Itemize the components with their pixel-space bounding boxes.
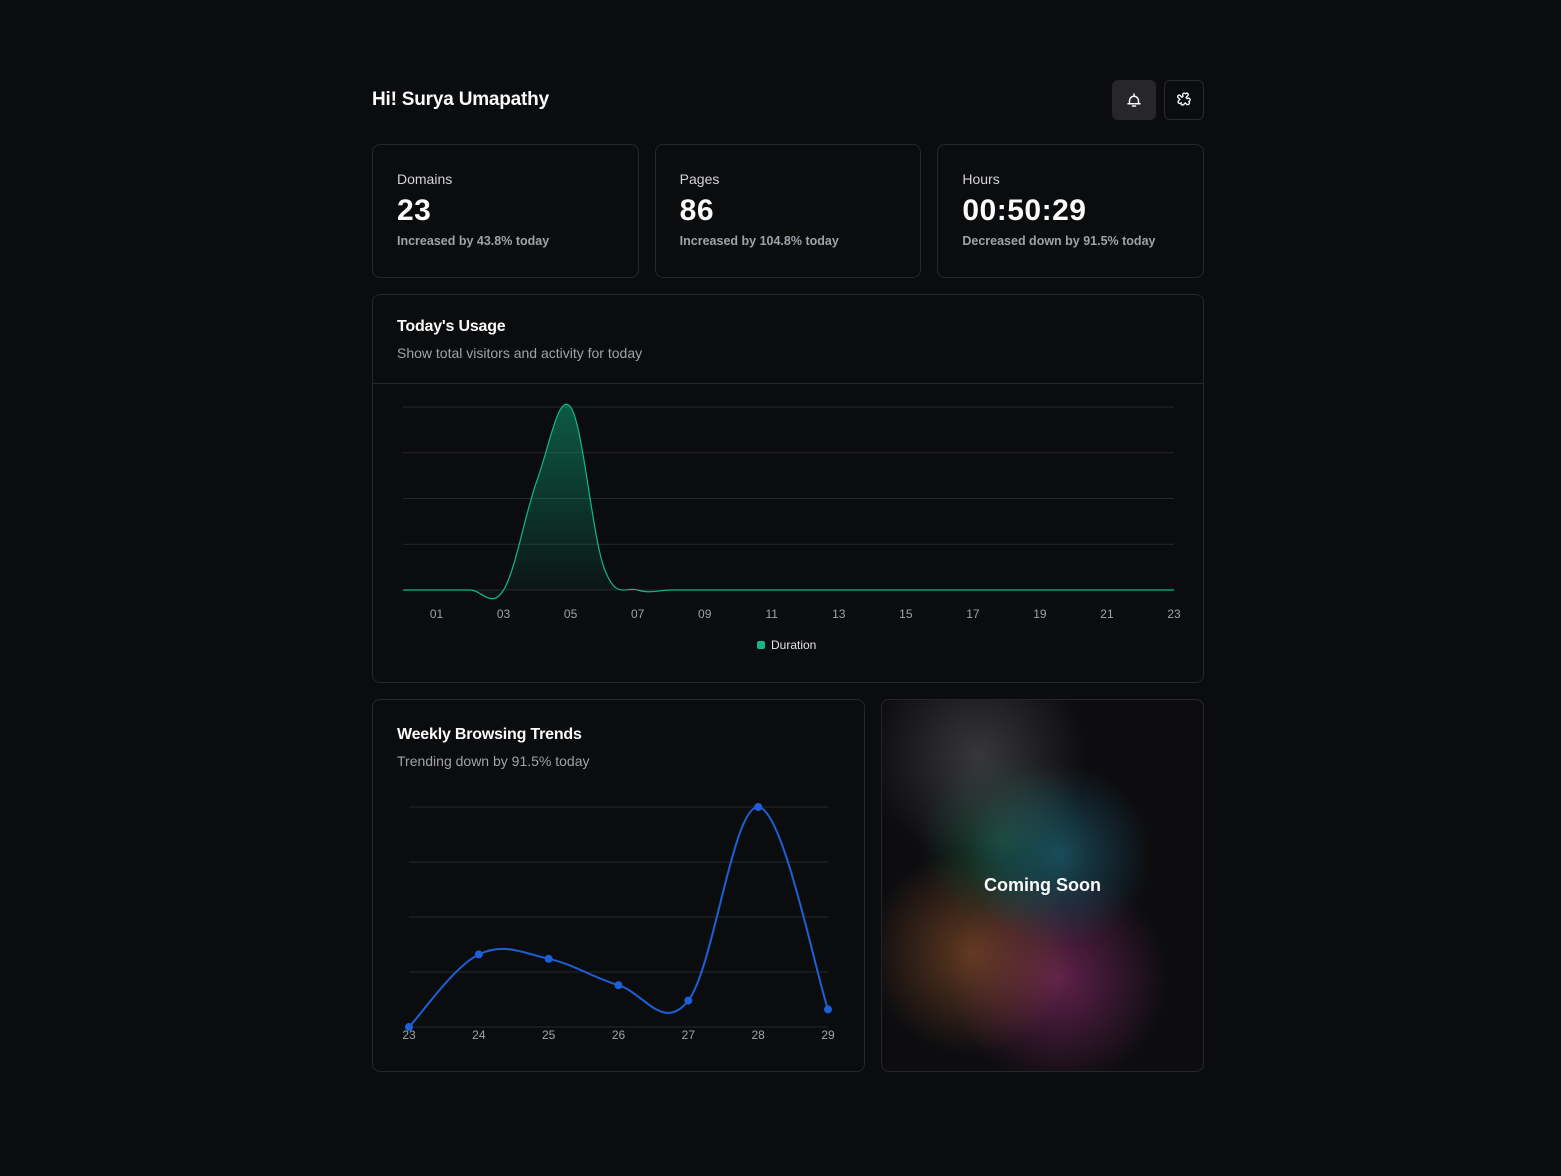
- card-title: Weekly Browsing Trends: [397, 726, 582, 743]
- data-point[interactable]: [614, 981, 623, 990]
- stat-label: Hours: [962, 171, 1000, 187]
- card-description: Trending down by 91.5% today: [397, 753, 590, 769]
- coming-soon-card: Coming Soon: [881, 699, 1204, 1072]
- x-tick-label: 19: [1033, 607, 1047, 621]
- card-title: Today's Usage: [397, 318, 506, 335]
- x-tick-label: 27: [682, 1028, 696, 1042]
- x-tick-label: 26: [612, 1028, 626, 1042]
- data-points: [405, 803, 832, 1031]
- duration-line: [403, 403, 1174, 600]
- stat-card-domains: Domains 23 Increased by 43.8% today: [372, 144, 639, 278]
- chart-grid: [409, 806, 828, 1028]
- x-tick-label: 28: [751, 1028, 765, 1042]
- x-tick-label: 17: [966, 607, 980, 621]
- usage-area-chart[interactable]: 01 03 05 07 09 11 13 15 17 19 21 23 Duration: [373, 384, 1203, 682]
- extensions-button[interactable]: [1164, 80, 1204, 120]
- notifications-button[interactable]: [1112, 80, 1156, 120]
- puzzle-icon: [1177, 92, 1191, 106]
- data-point[interactable]: [544, 954, 553, 963]
- x-tick-label: 15: [899, 607, 913, 621]
- x-axis-ticks: 01 03 05 07 09 11 13 15 17 19 21 23: [430, 607, 1181, 621]
- chart-legend: Duration: [757, 638, 816, 652]
- bell-icon: [1127, 93, 1141, 107]
- x-tick-label: 09: [698, 607, 712, 621]
- weekly-trends-card: Weekly Browsing Trends Trending down by …: [372, 699, 865, 1072]
- stat-change: Increased by 104.8% today: [679, 234, 839, 248]
- card-description: Show total visitors and activity for tod…: [397, 345, 643, 361]
- x-tick-label: 07: [631, 607, 645, 621]
- data-point[interactable]: [824, 1005, 832, 1014]
- stats-row: Domains 23 Increased by 43.8% today Page…: [372, 144, 1205, 278]
- weekly-line-chart[interactable]: 23 24 25 26 27 28 29: [373, 790, 864, 1060]
- x-tick-label: 13: [832, 607, 846, 621]
- legend-label: Duration: [771, 638, 816, 652]
- x-tick-label: 25: [542, 1028, 556, 1042]
- bottom-row: Weekly Browsing Trends Trending down by …: [372, 699, 1204, 1072]
- card-header: Weekly Browsing Trends Trending down by …: [373, 700, 864, 789]
- x-tick-label: 05: [564, 607, 578, 621]
- greeting-title: Hi! Surya Umapathy: [372, 89, 549, 110]
- stat-value: 00:50:29: [962, 194, 1087, 227]
- x-tick-label: 01: [430, 607, 444, 621]
- stat-label: Domains: [397, 171, 453, 187]
- data-point[interactable]: [474, 950, 483, 959]
- card-header: Today's Usage Show total visitors and ac…: [373, 295, 1203, 384]
- data-point[interactable]: [405, 1023, 413, 1031]
- x-tick-label: 21: [1100, 607, 1114, 621]
- x-tick-label: 23: [402, 1028, 416, 1042]
- stat-change: Increased by 43.8% today: [397, 234, 550, 248]
- data-point[interactable]: [754, 803, 763, 811]
- stat-value: 86: [679, 194, 715, 227]
- duration-area: [403, 404, 1174, 599]
- stat-card-hours: Hours 00:50:29 Decreased down by 91.5% t…: [937, 144, 1205, 278]
- x-axis-ticks: 23 24 25 26 27 28 29: [402, 1028, 835, 1042]
- stat-card-pages: Pages 86 Increased by 104.8% today: [654, 144, 922, 278]
- x-tick-label: 24: [472, 1028, 486, 1042]
- todays-usage-card: Today's Usage Show total visitors and ac…: [372, 294, 1204, 683]
- legend-swatch: [757, 641, 765, 649]
- x-tick-label: 11: [766, 607, 779, 621]
- x-tick-label: 23: [1167, 607, 1181, 621]
- header-actions: [1112, 80, 1204, 120]
- page-header: Hi! Surya Umapathy: [372, 80, 1204, 120]
- stat-value: 23: [397, 194, 432, 227]
- x-tick-label: 03: [497, 607, 511, 621]
- x-tick-label: 29: [821, 1028, 835, 1042]
- stat-change: Decreased down by 91.5% today: [962, 234, 1156, 248]
- data-point[interactable]: [684, 996, 693, 1005]
- stat-label: Pages: [679, 171, 720, 187]
- dashboard: Hi! Surya Umapathy Domains 23 Increased …: [372, 80, 1205, 1072]
- coming-soon-label: Coming Soon: [984, 875, 1101, 895]
